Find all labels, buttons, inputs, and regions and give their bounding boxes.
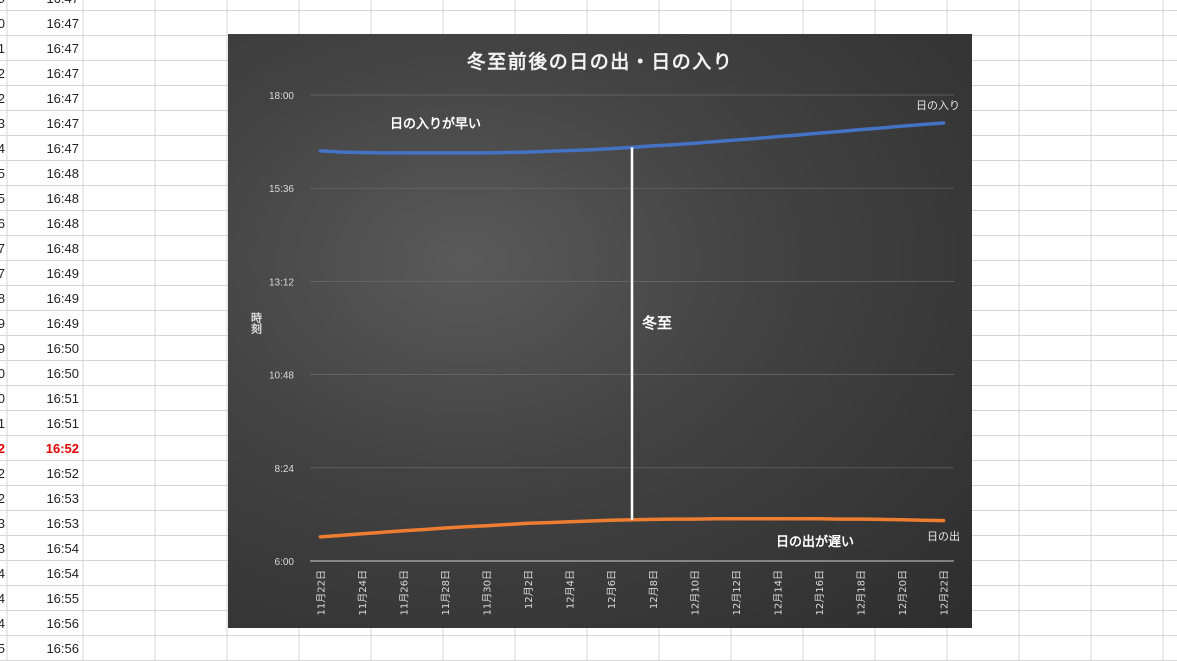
x-tick-label: 12月2日 bbox=[523, 570, 535, 609]
y-tick-label: 8:24 bbox=[275, 464, 295, 475]
x-tick-label: 11月24日 bbox=[357, 570, 369, 615]
sheet-cell-b: 16:47 bbox=[46, 0, 79, 6]
sheet-cell-a: 9 bbox=[0, 316, 5, 331]
x-tick-label: 12月16日 bbox=[814, 570, 826, 615]
y-tick-label: 6:00 bbox=[275, 557, 295, 568]
sheet-cell-b: 16:47 bbox=[46, 41, 79, 56]
sheet-cell-a: 3 bbox=[0, 516, 5, 531]
x-tick-label: 11月26日 bbox=[398, 570, 410, 615]
x-tick-label: 12月14日 bbox=[772, 570, 784, 615]
sheet-cell-a: 7 bbox=[0, 241, 5, 256]
sunset-series-label: 日の入り bbox=[916, 99, 960, 112]
sheet-cell-b: 16:55 bbox=[46, 591, 79, 606]
chart-area[interactable]: 冬至前後の日の出・日の入り 6:00 8:24 10:48 13:12 15:36 18:0… bbox=[228, 34, 972, 628]
sheet-cell-a: 2 bbox=[0, 66, 5, 81]
sheet-cell-a: 4 bbox=[0, 591, 5, 606]
sheet-cell-a: 0 bbox=[0, 16, 5, 31]
y-axis-label: 時刻 bbox=[250, 311, 263, 335]
sheet-cell-b: 16:49 bbox=[46, 266, 79, 281]
sheet-cell-b: 16:49 bbox=[46, 316, 79, 331]
x-tick-label: 11月30日 bbox=[482, 570, 494, 615]
sheet-cell-b: 16:50 bbox=[46, 341, 79, 356]
x-tick-label: 12月8日 bbox=[648, 570, 660, 609]
sheet-cell-a: 9 bbox=[0, 341, 5, 356]
sheet-cell-a: 5 bbox=[0, 166, 5, 181]
sheet-cell-a: 5 bbox=[0, 641, 5, 656]
sheet-cell-b: 16:47 bbox=[46, 141, 79, 156]
sheet-cell-b: 16:47 bbox=[46, 16, 79, 31]
sheet-cell-b: 16:56 bbox=[46, 616, 79, 631]
sunrise-series-label: 日の出 bbox=[927, 529, 960, 543]
sheet-cell-b: 16:47 bbox=[46, 66, 79, 81]
sheet-cell-a: 0 bbox=[0, 391, 5, 406]
sheet-cell-b: 16:54 bbox=[46, 541, 79, 556]
y-tick-label: 18:00 bbox=[269, 91, 294, 102]
sheet-cell-a: 0 bbox=[0, 366, 5, 381]
sheet-cell-b: 16:52 bbox=[46, 466, 79, 481]
x-tick-label: 12月18日 bbox=[856, 570, 868, 615]
sheet-cell-b: 16:48 bbox=[46, 241, 79, 256]
sheet-cell-b: 16:48 bbox=[46, 216, 79, 231]
sheet-cell-a: 2 bbox=[0, 91, 5, 106]
sheet-cell-a: 4 bbox=[0, 141, 5, 156]
y-tick-label: 13:12 bbox=[269, 277, 294, 288]
sheet-cell-a: 5 bbox=[0, 191, 5, 206]
sheet-cell-b: 16:52 bbox=[46, 441, 79, 456]
sheet-cell-a: 6 bbox=[0, 216, 5, 231]
sheet-cell-b: 16:51 bbox=[46, 391, 79, 406]
sheet-cell-a: 2 bbox=[0, 441, 5, 456]
sheet-cell-a: 3 bbox=[0, 541, 5, 556]
x-tick-label: 12月6日 bbox=[606, 570, 618, 609]
sheet-cell-a: 4 bbox=[0, 566, 5, 581]
sheet-cell-a: 2 bbox=[0, 466, 5, 481]
sheet-cell-a: 3 bbox=[0, 116, 5, 131]
sunrise-sunset-chart: 冬至前後の日の出・日の入り 6:00 8:24 10:48 13:12 15:36 18:0… bbox=[250, 50, 961, 615]
chart-title: 冬至前後の日の出・日の入り bbox=[467, 50, 734, 73]
sheet-cell-a: 2 bbox=[0, 491, 5, 506]
annotation-sunset-early: 日の入りが早い bbox=[390, 116, 481, 132]
y-tick-label: 10:48 bbox=[269, 371, 294, 382]
x-tick-label: 12月12日 bbox=[731, 570, 743, 615]
sheet-cell-b: 16:53 bbox=[46, 516, 79, 531]
sheet-cell-b: 16:47 bbox=[46, 116, 79, 131]
sheet-cell-b: 16:54 bbox=[46, 566, 79, 581]
sheet-cell-b: 16:51 bbox=[46, 416, 79, 431]
sheet-cell-b: 16:47 bbox=[46, 91, 79, 106]
sheet-cell-a: 8 bbox=[0, 291, 5, 306]
solstice-label: 冬至 bbox=[642, 314, 672, 332]
sunset-line bbox=[318, 121, 946, 155]
x-tick-label: 12月20日 bbox=[897, 570, 909, 615]
sheet-cell-b: 16:48 bbox=[46, 166, 79, 181]
sheet-cell-b: 16:56 bbox=[46, 641, 79, 656]
sheet-cell-a: 1 bbox=[0, 416, 5, 431]
sheet-cell-a: 4 bbox=[0, 616, 5, 631]
sheet-cell-a: 1 bbox=[0, 41, 5, 56]
y-tick-label: 15:36 bbox=[269, 184, 294, 195]
x-tick-label: 12月22日 bbox=[939, 570, 951, 615]
sheet-cell-a: 9 bbox=[0, 0, 5, 6]
sheet-cell-b: 16:49 bbox=[46, 291, 79, 306]
x-tick-label: 11月28日 bbox=[440, 570, 452, 615]
x-tick-label: 12月10日 bbox=[689, 570, 701, 615]
x-tick-label: 12月4日 bbox=[565, 570, 577, 609]
sheet-cell-b: 16:53 bbox=[46, 491, 79, 506]
annotation-sunrise-late: 日の出が遅い bbox=[776, 534, 854, 550]
x-tick-label: 11月22日 bbox=[315, 570, 327, 615]
sheet-cell-b: 16:50 bbox=[46, 366, 79, 381]
sheet-cell-a: 7 bbox=[0, 266, 5, 281]
sheet-cell-b: 16:48 bbox=[46, 191, 79, 206]
